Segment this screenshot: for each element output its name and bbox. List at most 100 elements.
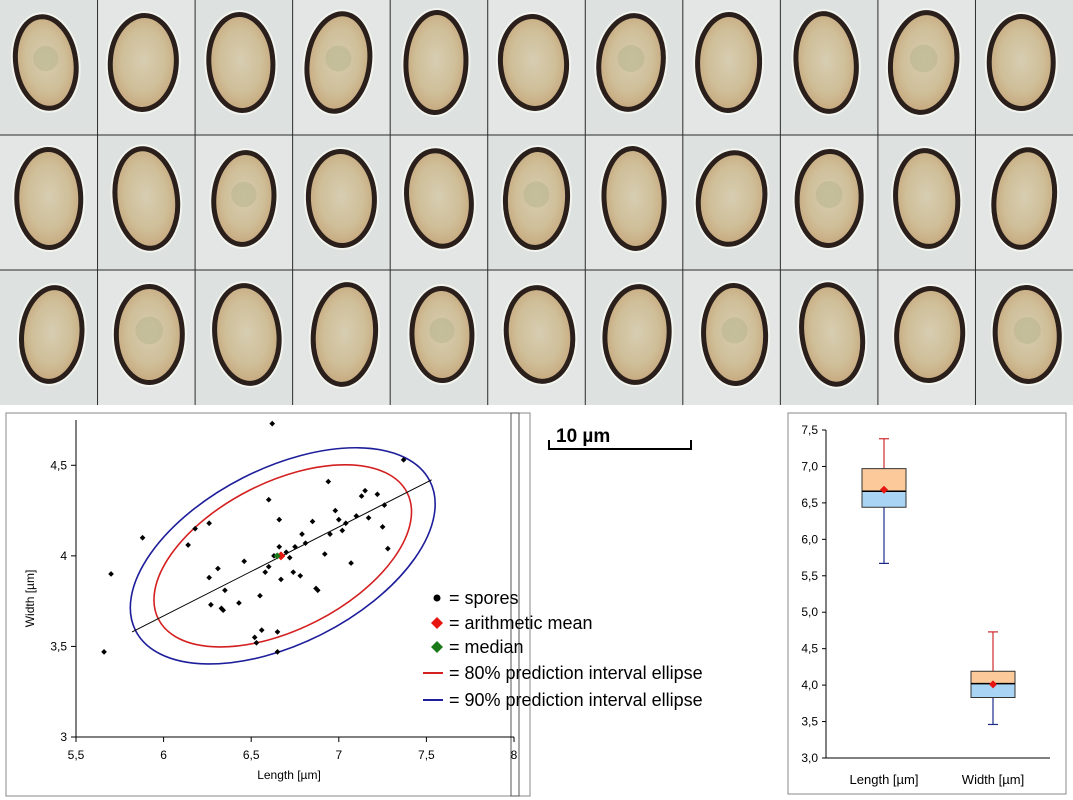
legend-label: = spores bbox=[449, 588, 519, 608]
spore-point bbox=[185, 542, 191, 548]
spore-point bbox=[325, 478, 332, 485]
spore-point bbox=[339, 527, 346, 534]
scatter-panel bbox=[5, 412, 531, 797]
spore-image bbox=[585, 270, 683, 405]
spore-point bbox=[269, 420, 276, 427]
spore-point bbox=[101, 649, 107, 655]
spore-image bbox=[0, 0, 98, 135]
spore-image bbox=[487, 270, 586, 405]
spore-point bbox=[253, 639, 260, 646]
legend-item: = 80% prediction interval ellipse bbox=[423, 663, 703, 683]
spore-point bbox=[278, 576, 284, 583]
mean-marker bbox=[880, 485, 888, 494]
spore-point bbox=[206, 574, 212, 581]
legend-label: = median bbox=[449, 637, 524, 657]
y-tick-label: 4,0 bbox=[801, 678, 818, 692]
x-tick-label: 7 bbox=[335, 748, 342, 762]
spore-image bbox=[780, 0, 878, 135]
spore-point bbox=[108, 571, 114, 577]
spore-image bbox=[97, 270, 196, 405]
spore-point bbox=[385, 545, 391, 552]
median-marker bbox=[273, 552, 281, 560]
y-tick-label: 7,5 bbox=[801, 423, 818, 437]
box bbox=[970, 631, 1016, 726]
spore-image bbox=[390, 270, 488, 405]
x-tick-label: 6,5 bbox=[243, 748, 260, 762]
spore-image bbox=[0, 270, 98, 405]
spore-point bbox=[265, 563, 272, 570]
spore-image bbox=[975, 270, 1073, 405]
spore-image bbox=[682, 0, 781, 135]
spore-point bbox=[274, 649, 281, 655]
category-label: Width [µm] bbox=[962, 772, 1024, 787]
spore-point bbox=[258, 627, 265, 633]
y-axis-label: Width [µm] bbox=[23, 570, 37, 628]
spore-image bbox=[682, 270, 781, 405]
spore-image bbox=[877, 0, 976, 135]
spore-point bbox=[286, 554, 293, 561]
spore-point bbox=[215, 565, 221, 572]
spore-photo-grid bbox=[0, 0, 1073, 405]
category-label: Length [µm] bbox=[850, 772, 919, 787]
legend-label: = arithmetic mean bbox=[449, 613, 593, 633]
spore-point bbox=[362, 487, 368, 494]
spore-image bbox=[195, 270, 293, 405]
spore-point bbox=[309, 518, 316, 525]
spore-point bbox=[348, 560, 354, 566]
box bbox=[861, 438, 907, 564]
box-plot: 3,0 3,5 4,0 4,5 5,0 5,5 6,0 6,5 7,0 7,5 Length [µm… bbox=[801, 423, 1050, 787]
spore-point bbox=[374, 491, 381, 498]
spore-image bbox=[975, 135, 1073, 270]
spore-point bbox=[379, 524, 386, 530]
mean-marker bbox=[989, 680, 997, 689]
spore-point bbox=[265, 496, 272, 503]
spore-point bbox=[381, 502, 388, 508]
spore-image bbox=[292, 270, 391, 405]
spore-point bbox=[302, 540, 309, 547]
spore-point bbox=[365, 514, 372, 521]
spore-image bbox=[390, 0, 488, 135]
legend: = spores = arithmetic mean = median = 80% p… bbox=[423, 588, 703, 710]
legend-item: = 90% prediction interval ellipse bbox=[423, 690, 703, 710]
spore-point bbox=[327, 531, 333, 537]
y-tick-label: 7,0 bbox=[801, 459, 818, 473]
panel-divider bbox=[510, 412, 520, 797]
scale-bar: 10 µm bbox=[548, 426, 692, 450]
spore-point bbox=[335, 516, 342, 523]
legend-label: = 90% prediction interval ellipse bbox=[449, 690, 703, 710]
y-tick-label: 6,0 bbox=[801, 532, 818, 546]
y-tick-label: 4 bbox=[60, 549, 67, 563]
y-tick-label: 5,0 bbox=[801, 605, 818, 619]
spore-point bbox=[358, 493, 365, 499]
spore-image bbox=[682, 135, 781, 270]
spore-point bbox=[299, 531, 305, 537]
spore-image bbox=[780, 135, 878, 270]
y-tick-label: 4,5 bbox=[801, 642, 818, 656]
spore-point bbox=[314, 587, 321, 594]
spore-point bbox=[283, 549, 290, 556]
spore-image bbox=[292, 135, 391, 270]
y-tick-label: 4,5 bbox=[50, 458, 67, 472]
legend-label: = 80% prediction interval ellipse bbox=[449, 663, 703, 683]
spore-image bbox=[0, 135, 98, 270]
x-axis-label: Length [µm] bbox=[257, 768, 321, 782]
spore-point bbox=[292, 543, 298, 550]
spore-point bbox=[192, 525, 198, 532]
spore-point bbox=[297, 572, 304, 579]
spore-point bbox=[208, 601, 214, 608]
spore-point bbox=[257, 592, 263, 599]
spore-point bbox=[342, 520, 349, 527]
y-tick-label: 3 bbox=[60, 730, 67, 744]
spore-point bbox=[400, 457, 407, 463]
y-tick-label: 3,5 bbox=[801, 715, 818, 729]
spore-point bbox=[276, 543, 283, 550]
spore-image bbox=[195, 135, 293, 270]
spore-point bbox=[222, 587, 228, 594]
spore-point bbox=[276, 516, 283, 523]
x-tick-label: 8 bbox=[511, 748, 518, 762]
legend-marker bbox=[431, 641, 443, 653]
spore-image bbox=[585, 0, 683, 135]
spore-image bbox=[97, 0, 196, 135]
spore-point bbox=[274, 629, 281, 635]
